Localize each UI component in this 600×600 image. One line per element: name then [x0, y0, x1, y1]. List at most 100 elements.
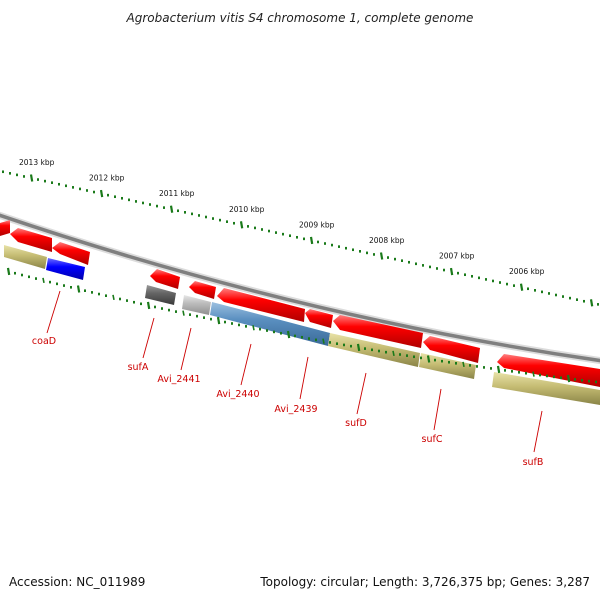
scale-minor-tick	[534, 289, 536, 292]
scale-label: 2008 kbp	[369, 236, 405, 245]
gene-feature[interactable]	[210, 302, 330, 346]
scale-minor-tick	[259, 327, 261, 331]
scale-minor-tick	[233, 221, 235, 225]
cds-feature[interactable]	[423, 336, 480, 363]
scale-minor-tick	[569, 296, 571, 300]
cds-feature[interactable]	[189, 281, 216, 299]
scale-minor-tick	[399, 353, 401, 356]
scale-minor-tick	[581, 378, 583, 382]
gene-label-coaD: coaD	[32, 336, 56, 347]
scale-minor-tick	[273, 330, 275, 334]
scale-minor-tick	[338, 245, 340, 248]
scale-minor-tick	[44, 179, 46, 183]
scale-minor-tick	[366, 251, 368, 255]
scale-major-tick	[519, 283, 524, 291]
scale-minor-tick	[548, 292, 550, 295]
scale-major-tick	[146, 301, 151, 310]
leader-line	[356, 372, 367, 415]
scale-minor-tick	[98, 292, 100, 296]
gene-feature[interactable]	[182, 295, 211, 315]
scale-minor-tick	[448, 360, 450, 364]
scale-ring-outer: 2013 kbp 2012 kbp 2011 kbp 2010 kbp 2009 kbp…	[2, 158, 599, 307]
scale-minor-tick	[336, 342, 338, 345]
scale-minor-tick	[436, 267, 438, 270]
scale-minor-tick	[289, 234, 291, 238]
leader-line	[533, 410, 543, 453]
scale-label: 2013 kbp	[19, 158, 55, 167]
scale-minor-tick	[280, 331, 282, 335]
scale-minor-tick	[331, 243, 333, 247]
scale-minor-tick	[539, 373, 541, 377]
leader-line	[433, 388, 442, 431]
scale-minor-tick	[161, 307, 163, 310]
gene-feature[interactable]	[328, 333, 420, 367]
gene-feature[interactable]	[4, 245, 47, 269]
scale-minor-tick	[268, 229, 270, 233]
scale-minor-tick	[266, 329, 268, 332]
cds-feature[interactable]	[333, 315, 423, 348]
scale-minor-tick	[65, 184, 67, 188]
scale-minor-tick	[492, 279, 494, 283]
scale-minor-tick	[490, 367, 492, 370]
scale-minor-tick	[84, 289, 86, 292]
scale-minor-tick	[315, 338, 317, 342]
gene-feature[interactable]	[46, 258, 85, 280]
scale-ring-inner	[6, 267, 597, 384]
cds-feature[interactable]	[150, 269, 180, 289]
cds-feature[interactable]	[52, 242, 90, 265]
scale-minor-tick	[499, 281, 501, 284]
scale-major-tick	[29, 174, 34, 182]
gene-feature[interactable]	[492, 372, 600, 405]
scale-major-tick	[426, 355, 431, 363]
scale-minor-tick	[184, 211, 186, 214]
gene-feature[interactable]	[419, 353, 476, 379]
scale-minor-tick	[483, 366, 485, 369]
scale-minor-tick	[588, 379, 590, 383]
cds-feature[interactable]	[0, 220, 10, 236]
scale-minor-tick	[51, 181, 53, 184]
scale-minor-tick	[9, 172, 11, 175]
scale-minor-tick	[16, 173, 18, 177]
scale-minor-tick	[254, 226, 256, 230]
scale-minor-tick	[140, 302, 142, 306]
scale-minor-tick	[387, 256, 389, 259]
scale-minor-tick	[345, 246, 347, 250]
scale-minor-tick	[525, 371, 527, 375]
scale-minor-tick	[205, 215, 207, 219]
scale-label: 2007 kbp	[439, 252, 475, 261]
scale-major-tick	[239, 221, 244, 229]
scale-minor-tick	[70, 285, 72, 289]
scale-minor-tick	[28, 275, 30, 279]
scale-minor-tick	[441, 359, 443, 363]
scale-minor-tick	[597, 303, 599, 306]
scale-minor-tick	[303, 237, 305, 241]
cds-feature[interactable]	[305, 309, 333, 328]
scale-minor-tick	[154, 305, 156, 309]
scale-minor-tick	[413, 355, 415, 359]
gene-feature[interactable]	[145, 285, 176, 305]
scale-minor-tick	[513, 284, 515, 287]
scale-major-tick	[566, 374, 571, 383]
leader-line	[142, 317, 155, 359]
scale-minor-tick	[105, 294, 107, 298]
scale-minor-tick	[546, 374, 548, 378]
scale-mid-tick	[252, 325, 255, 331]
scale-minor-tick	[294, 334, 296, 338]
scale-minor-tick	[504, 369, 506, 372]
scale-minor-tick	[231, 322, 233, 325]
scale-label: 2006 kbp	[509, 267, 545, 276]
cds-feature[interactable]	[217, 288, 305, 322]
scale-minor-tick	[373, 253, 375, 256]
scale-minor-tick	[574, 378, 576, 381]
cds-feature[interactable]	[10, 228, 52, 252]
gene-label-avi-2439: Avi_2439	[274, 404, 317, 415]
scale-minor-tick	[35, 277, 37, 280]
scale-label: 2010 kbp	[229, 205, 265, 214]
scale-minor-tick	[224, 320, 226, 324]
scale-major-tick	[6, 267, 11, 276]
scale-mid-tick	[182, 310, 185, 316]
scale-major-tick	[216, 316, 221, 325]
scale-minor-tick	[371, 348, 373, 352]
scale-minor-tick	[135, 200, 137, 203]
scale-minor-tick	[245, 325, 247, 328]
